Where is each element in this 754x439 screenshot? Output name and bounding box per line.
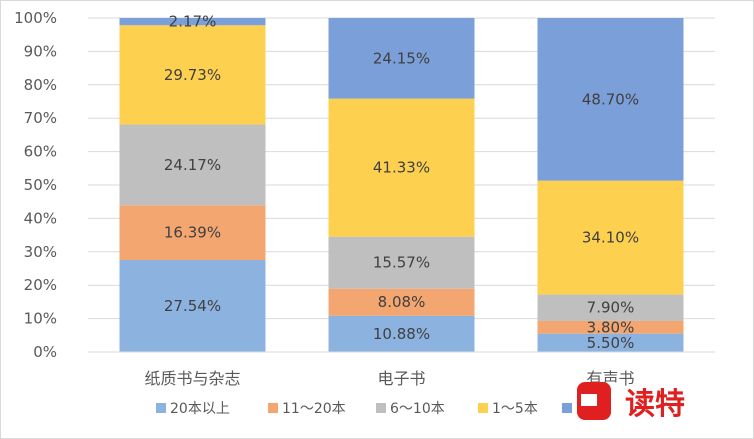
y-tick-label: 0% [33,343,57,361]
legend-label: 6～10本 [390,401,445,417]
data-label: 34.10% [582,229,639,247]
y-tick-label: 100% [14,9,57,27]
bar-segment [119,18,266,26]
data-label: 24.15% [373,49,430,67]
bar-segment [119,260,266,352]
bar-layer [119,17,684,352]
bar-segment [328,236,475,289]
bar-segment [328,17,475,99]
data-label: 48.70% [582,90,639,108]
y-tick-label: 80% [24,76,57,94]
y-tick-label: 90% [24,42,57,60]
bar-segment [119,205,266,261]
x-category-label: 电子书 [377,369,425,388]
data-label: 29.73% [164,66,221,84]
legend-label: 11～20本 [282,401,346,417]
data-label: 24.17% [164,156,221,174]
data-label: 16.39% [164,224,221,242]
legend-label: 20本以上 [170,401,230,417]
bar-segment [537,18,684,181]
data-label: 5.50% [587,334,635,352]
bar-segment [537,180,684,295]
legend-swatch [562,403,572,413]
y-tick-label: 30% [24,243,57,261]
y-tick-label: 70% [24,109,57,127]
data-label: 8.08% [378,293,426,311]
bar-segment [328,288,475,316]
y-tick-label: 10% [24,310,57,328]
data-label: 2.17% [169,13,217,31]
bar-segment [328,98,475,237]
data-label: 3.80% [587,318,635,336]
data-label: 27.54% [164,297,221,315]
y-tick-label: 20% [24,276,57,294]
legend-swatch [268,403,278,413]
legend-swatch [478,403,488,413]
legend-swatch [376,403,386,413]
data-label: 10.88% [373,325,430,343]
watermark-cutout [581,394,597,406]
watermark-text: 读特 [625,387,685,422]
bar-segment [537,333,684,352]
y-tick-label: 60% [24,143,57,161]
data-label: 15.57% [373,254,430,272]
y-tick-label: 40% [24,209,57,227]
bar-segment [119,25,266,125]
data-label: 7.90% [587,299,635,317]
y-tick-label: 50% [24,176,57,194]
bar-segment [537,320,684,334]
legend-label: 1～5本 [492,401,538,417]
legend-swatch [156,403,166,413]
bar-segment [328,315,475,352]
x-category-label: 纸质书与杂志 [144,369,240,388]
data-label: 41.33% [373,159,430,177]
bar-segment [537,294,684,321]
bar-segment [119,124,266,206]
watermark-logo: 读特 [577,382,685,422]
label-layer: 27.54% 16.39% 24.17% 29.73% 2.17% 10.88% 8.08%… [164,13,639,352]
